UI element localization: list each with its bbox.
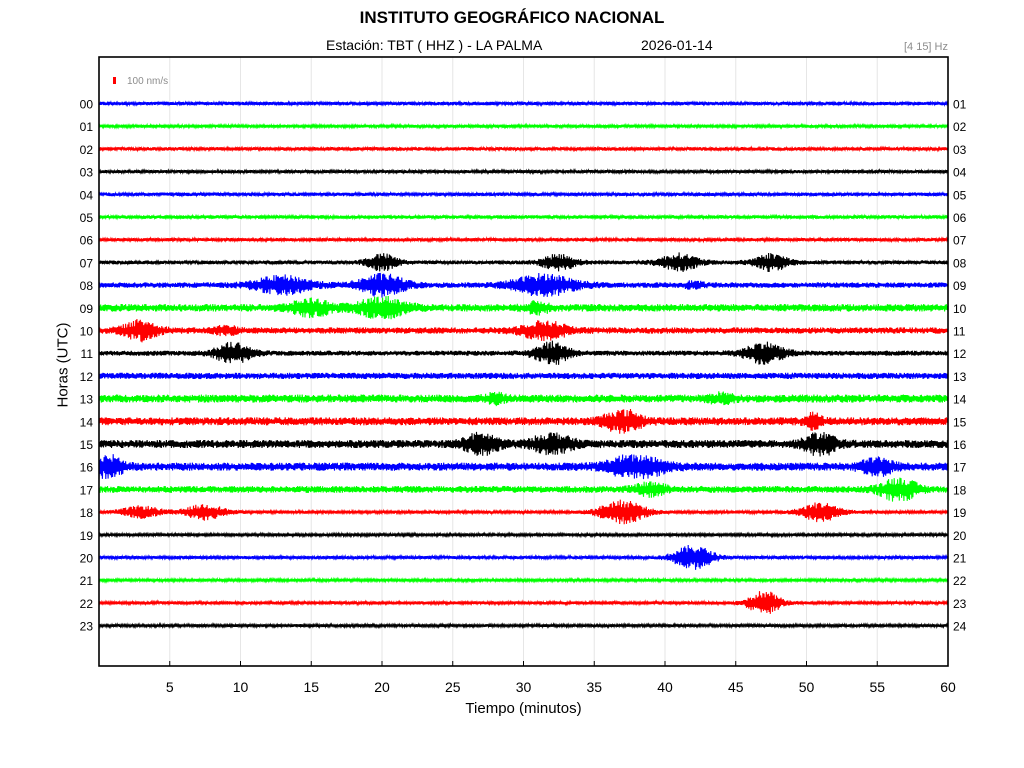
hour-label-left: 11 — [81, 347, 94, 361]
x-tick-label: 40 — [657, 679, 673, 695]
seismic-trace-hour-20 — [98, 544, 949, 570]
hour-label-right: 20 — [953, 529, 967, 543]
scale-bar-label: 100 nm/s — [127, 76, 168, 87]
seismic-trace-hour-12 — [98, 372, 949, 380]
seismic-trace-hour-16 — [98, 454, 949, 480]
seismic-trace-hour-17 — [98, 477, 949, 502]
hour-label-left: 20 — [80, 552, 94, 566]
x-tick-label: 55 — [869, 679, 885, 695]
scale-bar-marker — [113, 77, 116, 84]
hour-label-left: 15 — [80, 438, 94, 452]
hour-label-right: 24 — [953, 620, 967, 634]
hour-label-left: 02 — [80, 143, 94, 157]
x-tick-label: 30 — [516, 679, 532, 695]
hour-label-right: 12 — [953, 347, 967, 361]
seismic-trace-hour-07 — [98, 252, 949, 273]
date-label: 2026-01-14 — [641, 37, 713, 53]
hour-label-right: 22 — [953, 574, 967, 588]
seismic-trace-hour-02 — [98, 145, 949, 153]
hour-label-left: 13 — [80, 393, 94, 407]
hour-label-left: 09 — [80, 302, 94, 316]
frequency-band-label: [4 15] Hz — [903, 41, 948, 53]
hour-label-left: 14 — [80, 415, 94, 429]
hour-label-right: 07 — [953, 234, 967, 248]
x-tick-label: 60 — [940, 679, 956, 695]
hour-label-left: 18 — [80, 506, 94, 520]
seismic-trace-hour-13 — [98, 391, 949, 407]
hour-label-right: 05 — [953, 188, 967, 202]
seismic-trace-hour-05 — [98, 213, 949, 221]
plot-frame — [98, 56, 949, 667]
hour-label-left: 06 — [80, 234, 94, 248]
hour-label-right: 23 — [953, 597, 967, 611]
x-axis-label: Tiempo (minutos) — [465, 700, 582, 717]
hour-label-right: 16 — [953, 438, 967, 452]
hour-label-right: 04 — [953, 166, 967, 180]
hour-label-right: 01 — [953, 98, 967, 112]
hour-label-right: 11 — [953, 325, 966, 339]
hour-label-right: 02 — [953, 120, 967, 134]
hour-label-right: 13 — [953, 370, 967, 384]
hour-label-right: 09 — [953, 279, 967, 293]
station-label: Estación: TBT ( HHZ ) - LA PALMA — [326, 37, 543, 53]
seismic-trace-hour-04 — [98, 190, 949, 198]
hour-label-left: 23 — [80, 620, 94, 634]
hour-label-left: 01 — [80, 120, 94, 134]
hour-label-left: 21 — [80, 574, 94, 588]
hour-label-right: 15 — [953, 415, 967, 429]
seismic-trace-hour-10 — [98, 318, 949, 343]
seismic-trace-hour-22 — [98, 591, 949, 614]
hour-label-left: 03 — [80, 166, 94, 180]
grid — [169, 57, 878, 666]
seismic-trace-hour-14 — [98, 408, 949, 434]
hour-label-left: 10 — [80, 325, 94, 339]
figure-title: INSTITUTO GEOGRÁFICO NACIONAL — [359, 8, 665, 27]
x-tick-label: 35 — [586, 679, 602, 695]
seismic-trace-hour-23 — [98, 622, 949, 630]
hour-label-left: 07 — [80, 256, 94, 270]
hour-label-right: 08 — [953, 256, 967, 270]
x-tick-label: 45 — [728, 679, 744, 695]
hour-label-right: 21 — [953, 552, 967, 566]
hour-label-right: 19 — [953, 506, 967, 520]
hour-label-right: 17 — [953, 461, 967, 475]
hour-label-left: 08 — [80, 279, 94, 293]
x-tick-label: 50 — [799, 679, 815, 695]
seismic-trace-hour-11 — [98, 340, 949, 365]
seismic-trace-hour-03 — [98, 167, 949, 176]
hour-label-left: 04 — [80, 188, 94, 202]
x-tick-label: 20 — [374, 679, 390, 695]
hour-label-left: 05 — [80, 211, 94, 225]
seismic-trace-hour-08 — [98, 272, 949, 298]
x-tick-label: 15 — [303, 679, 319, 695]
seismic-trace-hour-01 — [98, 122, 949, 130]
hour-label-right: 18 — [953, 483, 967, 497]
hour-label-right: 14 — [953, 393, 967, 407]
x-tick-label: 10 — [233, 679, 249, 695]
seismic-trace-hour-19 — [98, 531, 949, 539]
seismic-trace-hour-21 — [98, 576, 949, 584]
seismic-trace-hour-15 — [98, 431, 949, 457]
hour-label-right: 03 — [953, 143, 967, 157]
hour-label-left: 17 — [80, 483, 94, 497]
hour-label-left: 16 — [80, 461, 94, 475]
x-tick-label: 25 — [445, 679, 461, 695]
hour-label-left: 22 — [80, 597, 94, 611]
hour-label-right: 10 — [953, 302, 967, 316]
x-tick-label: 5 — [166, 679, 174, 695]
hour-label-left: 19 — [80, 529, 94, 543]
seismic-trace-hour-18 — [98, 499, 949, 525]
axis-labels: 5 10 15 20 25 30 35 40 45 50 55 60 00 01 02 03 04 05 06 07 0… — [80, 98, 967, 696]
hour-label-left: 00 — [80, 98, 94, 112]
hour-label-right: 06 — [953, 211, 967, 225]
seismic-trace-hour-09 — [98, 295, 949, 320]
hour-label-left: 12 — [80, 370, 94, 384]
traces — [98, 99, 949, 630]
seismic-trace-hour-06 — [98, 235, 949, 244]
seismic-trace-hour-00 — [98, 99, 949, 108]
